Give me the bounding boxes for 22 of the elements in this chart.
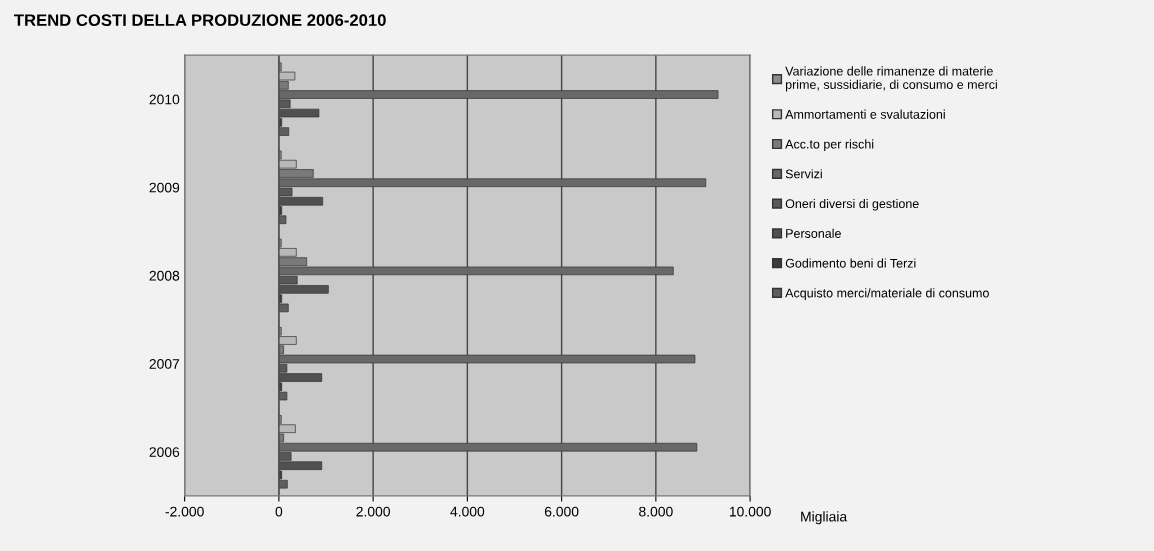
legend-label: Servizi bbox=[785, 169, 822, 179]
legend-label: Oneri diversi di gestione bbox=[785, 198, 919, 211]
y-tick-label: 2007 bbox=[149, 358, 180, 369]
y-tick-label: 2006 bbox=[149, 447, 180, 457]
legend-label: Ammortamenti e svalutazioni bbox=[785, 109, 945, 119]
x-tick-label: 6.000 bbox=[544, 506, 579, 517]
legend-label: Variazione delle rimanenze di materie prime, sussidiarie, di consumo e merci bbox=[785, 66, 997, 92]
legend-label: Godimento beni di Terzi bbox=[785, 258, 916, 268]
legend-label: Personale bbox=[786, 228, 841, 238]
x-tick-label: 8.000 bbox=[639, 506, 673, 517]
x-tick-label: 10.000 bbox=[729, 506, 771, 517]
x-tick-label: 2.000 bbox=[356, 506, 390, 517]
legend-label: Acc.to per rischi bbox=[785, 139, 874, 152]
chart-title: TREND COSTI DELLA PRODUZIONE 2006-2010 bbox=[14, 14, 386, 27]
x-tick-label: -2.000 bbox=[165, 506, 204, 517]
x-tick-label: 0 bbox=[275, 506, 283, 517]
x-axis-title: Migliaia bbox=[801, 511, 848, 525]
y-tick-label: 2010 bbox=[149, 94, 180, 105]
y-tick-label: 2009 bbox=[149, 182, 180, 193]
y-tick-label: 2008 bbox=[149, 270, 180, 281]
legend-label: Acquisto merci/materiale di consumo bbox=[785, 288, 989, 300]
x-tick-label: 4.000 bbox=[450, 506, 485, 517]
